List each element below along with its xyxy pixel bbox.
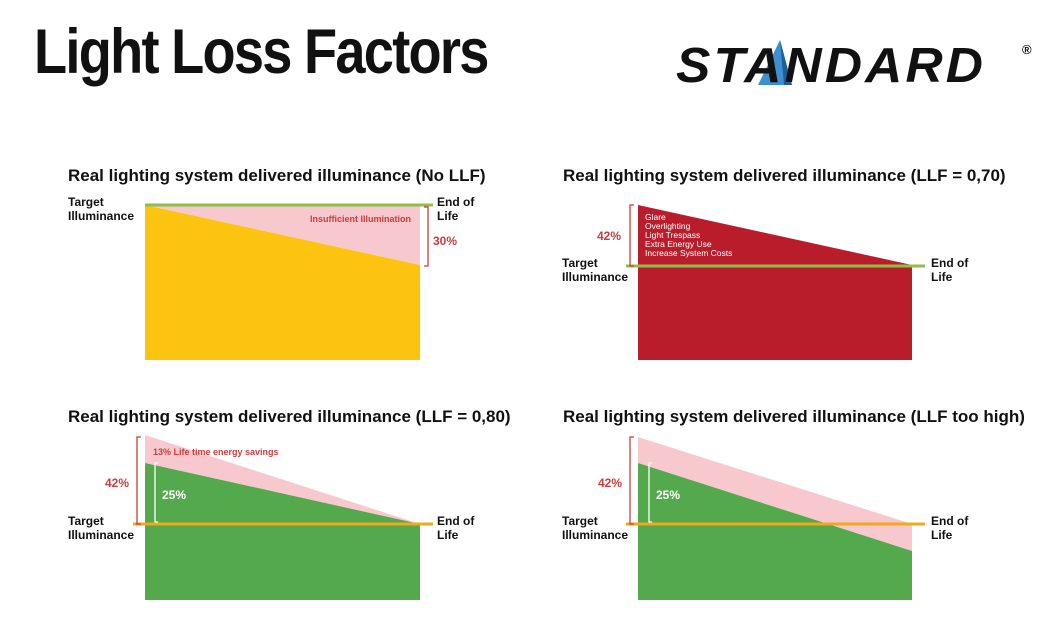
page-title: Light Loss Factors [34,17,489,87]
p2-issue: Extra Energy Use [645,239,712,249]
panel-3-title: Real lighting system delivered illuminan… [68,407,511,426]
p2-target-label: Target Illuminance [562,256,629,284]
p1-target-label: Target Illuminance [68,195,135,223]
p2-issue: Overlighting [645,221,691,231]
p3-end-label: End of Life [437,514,475,542]
p3-note: 13% Life time energy savings [153,447,279,457]
p3-illuminance-area [145,463,420,600]
panel-2-title: Real lighting system delivered illuminan… [563,166,1006,185]
p1-illuminance-area [145,205,420,360]
registered-mark: ® [1022,42,1032,57]
p3-target-label: Target Illuminance [68,514,135,542]
p3-inner-pct: 25% [162,488,187,502]
p2-overshoot-pct: 42% [597,229,622,243]
p3-overshoot-pct: 42% [105,476,130,490]
panel-4-title: Real lighting system delivered illuminan… [563,407,1025,426]
p2-illuminance-area [638,205,912,360]
p4-inner-pct: 25% [656,488,681,502]
p3-inner-bracket [154,462,158,523]
p4-overshoot-pct: 42% [598,476,623,490]
p2-issue: Light Trespass [645,230,701,240]
logo-triangle-icon [758,40,792,85]
p3-savings-area [145,435,420,524]
p4-overshoot-bracket [629,436,634,525]
p1-end-label: End of Life [437,195,475,223]
brand-logo: STANDARD [676,32,1046,102]
p1-note: Insufficient Illumination [310,214,411,224]
brand-name: STANDARD [676,39,987,93]
p1-loss-pct: 30% [433,234,458,248]
p4-illuminance-area [638,463,912,600]
p2-issues-list: Glare Overlighting Light Trespass Extra … [645,213,732,258]
p2-end-label: End of Life [931,256,969,284]
p2-overshoot-bracket [629,204,634,267]
p3-overshoot-bracket [136,436,141,525]
p4-inner-bracket [648,462,652,523]
p4-target-label: Target Illuminance [562,514,629,542]
p2-issue: Glare [645,212,666,222]
p2-issue: Increase System Costs [645,248,733,258]
p1-loss-bracket [424,206,429,267]
p4-end-label: End of Life [931,514,969,542]
panel-1-title: Real lighting system delivered illuminan… [68,166,486,185]
